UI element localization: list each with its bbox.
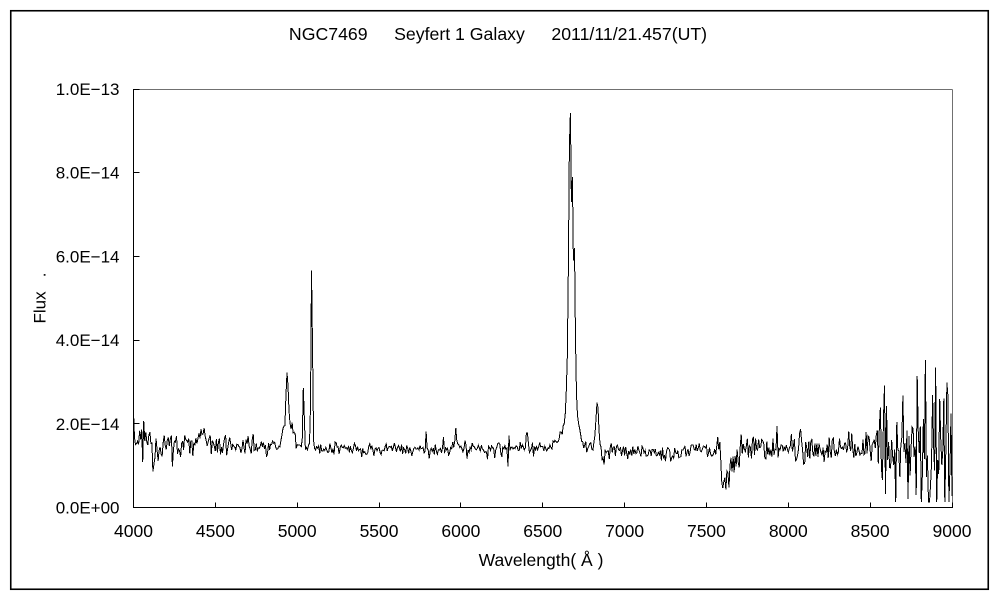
svg-text:4000: 4000 bbox=[114, 521, 153, 541]
svg-text:NGC7469 Seyfert 1 Galaxy 201: NGC7469 Seyfert 1 Galaxy 2011/11/21.457(… bbox=[289, 24, 707, 44]
svg-text:6500: 6500 bbox=[523, 521, 562, 541]
svg-text:9000: 9000 bbox=[933, 521, 972, 541]
svg-text:8000: 8000 bbox=[769, 521, 808, 541]
svg-text:2.0E−14: 2.0E−14 bbox=[56, 415, 120, 434]
svg-text:Wavelength( Å ): Wavelength( Å ) bbox=[479, 550, 604, 570]
svg-text:6.0E−14: 6.0E−14 bbox=[56, 247, 120, 266]
svg-text:0.0E+00: 0.0E+00 bbox=[56, 499, 120, 518]
svg-text:8.0E−14: 8.0E−14 bbox=[56, 164, 120, 183]
svg-text:7000: 7000 bbox=[605, 521, 644, 541]
svg-text:8500: 8500 bbox=[851, 521, 890, 541]
svg-text:6000: 6000 bbox=[441, 521, 480, 541]
svg-text:Flux .: Flux . bbox=[31, 272, 50, 323]
svg-text:4500: 4500 bbox=[196, 521, 235, 541]
svg-text:5000: 5000 bbox=[278, 521, 317, 541]
svg-text:1.0E−13: 1.0E−13 bbox=[56, 80, 120, 99]
svg-text:5500: 5500 bbox=[360, 521, 399, 541]
svg-text:7500: 7500 bbox=[687, 521, 726, 541]
svg-text:4.0E−14: 4.0E−14 bbox=[56, 331, 120, 350]
